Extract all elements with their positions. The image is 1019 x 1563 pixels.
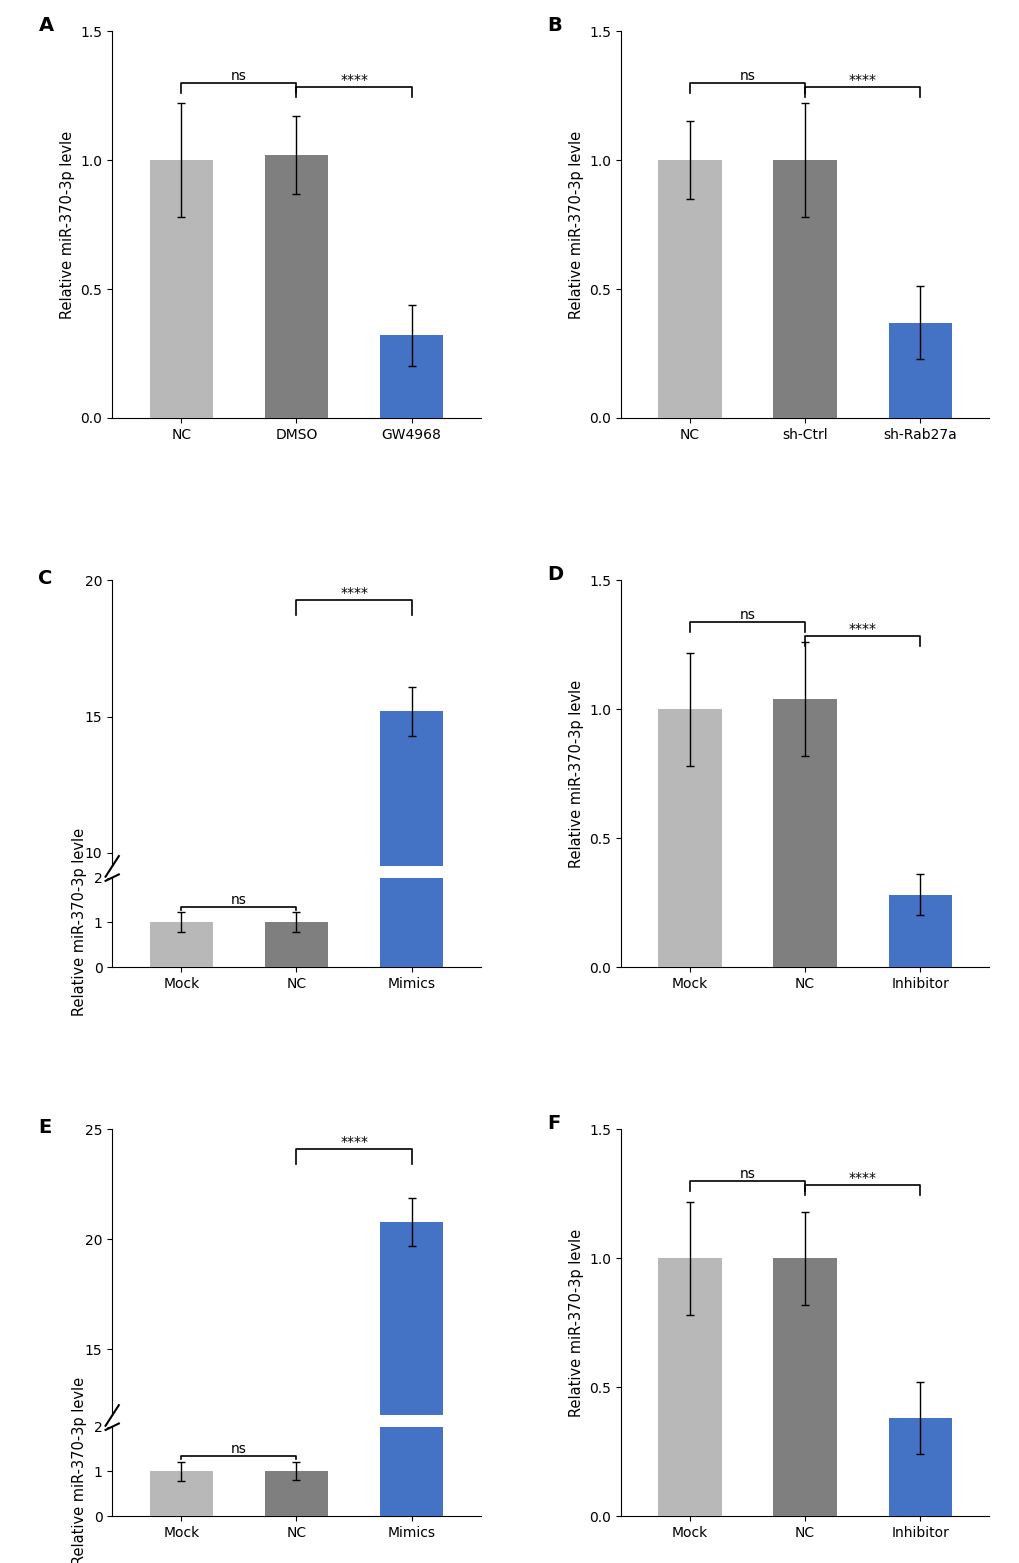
Bar [888,896,951,967]
Bar [772,159,836,417]
Y-axis label: Relative miR-370-3p levle: Relative miR-370-3p levle [568,131,583,319]
Text: ****: **** [848,622,876,636]
Bar [265,155,328,417]
Text: C: C [39,569,53,588]
Bar [150,159,213,417]
Text: ****: **** [848,1171,876,1185]
Y-axis label: Relative miR-370-3p levle: Relative miR-370-3p levle [60,131,74,319]
Text: A: A [39,16,54,34]
Bar [772,1258,836,1516]
Bar [772,699,836,967]
Y-axis label: Relative miR-370-3p levle: Relative miR-370-3p levle [568,680,583,867]
Bar [380,336,443,417]
Bar [888,322,951,417]
Text: ns: ns [739,1168,755,1182]
Text: ns: ns [739,608,755,622]
Bar [380,711,443,1125]
Text: B: B [546,16,561,34]
Bar [150,1471,213,1516]
Bar [657,1258,720,1516]
Bar [657,159,720,417]
Text: ns: ns [230,892,247,907]
Y-axis label: Relative miR-370-3p levle: Relative miR-370-3p levle [71,1377,87,1563]
Bar [150,922,213,967]
Text: ****: **** [339,73,368,86]
Text: E: E [39,1118,52,1136]
Y-axis label: Relative miR-370-3p levle: Relative miR-370-3p levle [568,1229,583,1416]
Bar [657,710,720,967]
Bar [888,1418,951,1516]
Y-axis label: Relative miR-370-3p levle: Relative miR-370-3p levle [71,828,87,1016]
Bar [265,1471,328,1516]
Bar [265,922,328,967]
Text: D: D [546,564,562,585]
Text: ****: **** [339,1135,368,1149]
Text: ns: ns [739,69,755,83]
Bar [380,1427,443,1516]
Text: ns: ns [230,1441,247,1455]
Text: F: F [546,1114,559,1133]
Text: ****: **** [848,73,876,86]
Text: ****: **** [339,586,368,600]
Bar [380,1222,443,1563]
Text: ns: ns [230,69,247,83]
Bar [380,878,443,967]
